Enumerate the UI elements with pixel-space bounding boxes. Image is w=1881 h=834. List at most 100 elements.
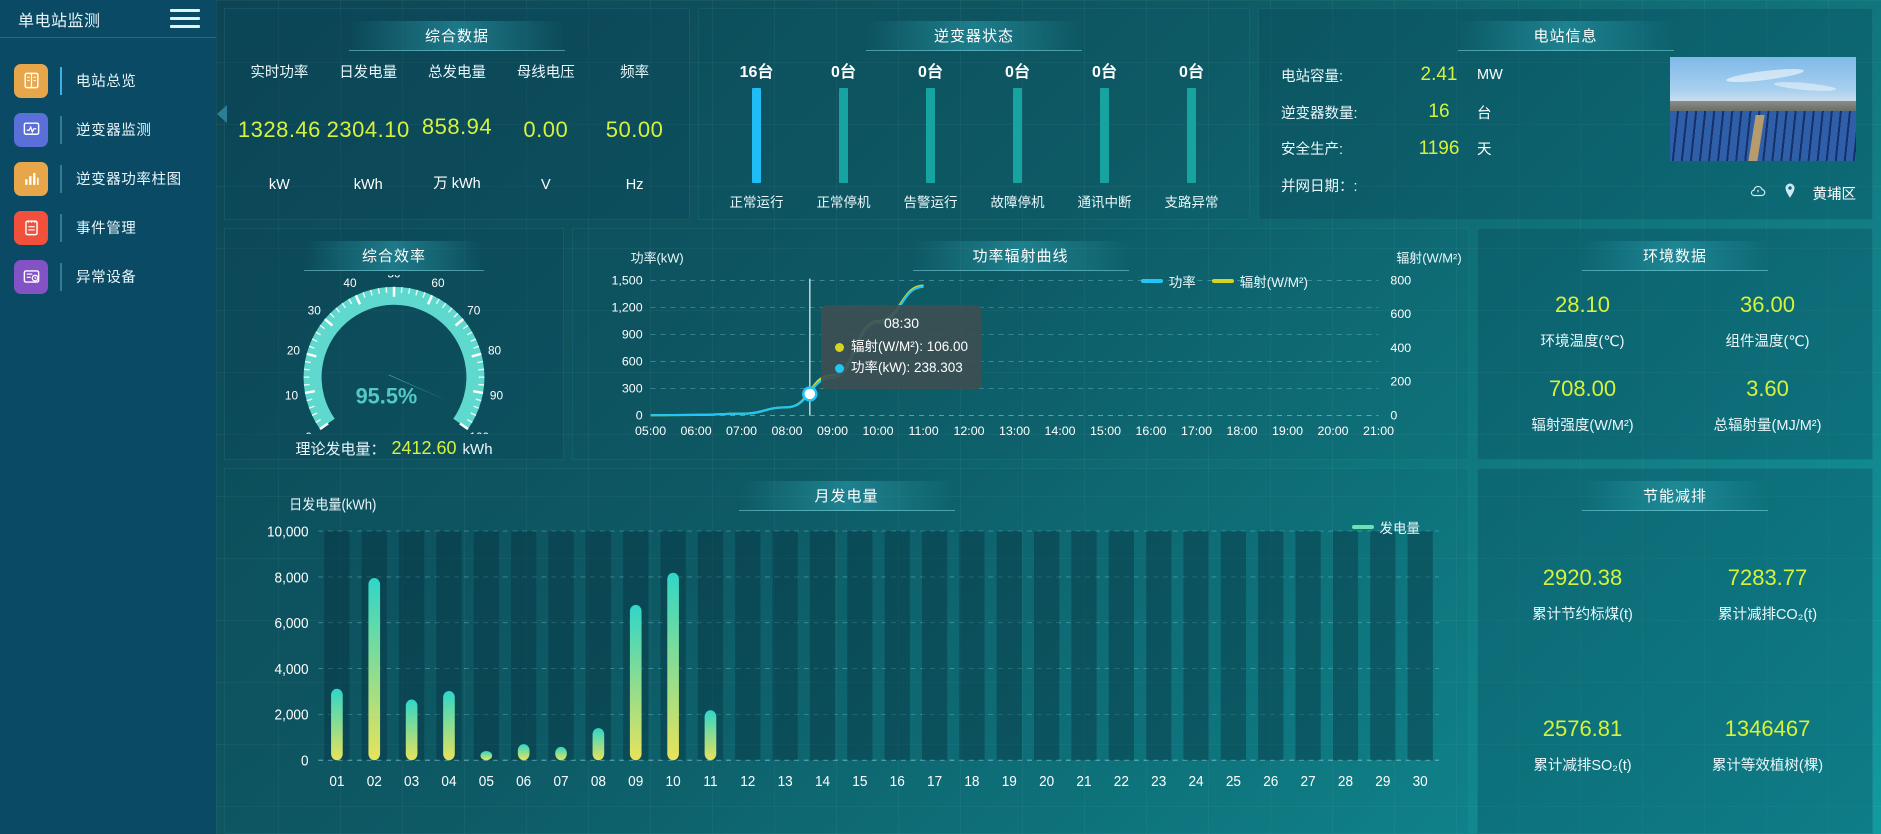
station-info-panel: 电站信息 电站容量: 2.41 MW 逆变器数量: 16 台安全生产: 1196 天并网日期：…: [1258, 8, 1873, 220]
svg-text:14:00: 14:00: [1044, 424, 1075, 438]
power-irradiance-chart[interactable]: 功率(kW) 辐射(W/M²) 0 300 600 900 1,200 1,500 0 200 40…: [573, 229, 1468, 459]
sidebar-item-1[interactable]: 电站总览: [0, 56, 216, 105]
power-legend-item-1[interactable]: 功率: [1140, 271, 1196, 291]
inverter-status-item-6[interactable]: 0台 支路异常: [1148, 53, 1235, 211]
sidebar-item-2[interactable]: 逆变器监测: [0, 105, 216, 154]
svg-text:10: 10: [285, 389, 299, 403]
monitor-icon: [14, 112, 48, 147]
svg-text:70: 70: [467, 304, 481, 318]
sidebar: 单电站监测 电站总览 逆变器监测 逆变器功率柱图 事件管理 异常设备: [0, 0, 216, 834]
svg-text:25: 25: [1226, 773, 1241, 790]
power-legend-item-2[interactable]: 辐射(W/M²): [1211, 271, 1308, 291]
eco-grid: 2920.38 累计节约标煤(t) 7283.77 累计减排CO₂(t) 2576.81…: [1478, 469, 1872, 833]
power-irradiance-chart-box: 功率 辐射(W/M²) 功率(kW) 辐射(W/M²) 0 300 600 900 1,200…: [573, 229, 1468, 459]
bar-chart-icon: [14, 161, 48, 196]
station-info-value: 16: [1428, 101, 1450, 123]
svg-text:600: 600: [622, 354, 643, 368]
tooltip-text: 辐射(W/M²): 106.00: [851, 338, 969, 354]
svg-text:800: 800: [1390, 274, 1411, 288]
sidebar-item-3[interactable]: 逆变器功率柱图: [0, 154, 216, 203]
svg-text:900: 900: [622, 327, 643, 341]
eco-cell-1: 2920.38 累计节约标煤(t): [1490, 565, 1675, 624]
eco-title: 节能减排: [1582, 481, 1768, 511]
station-info-unit: MW: [1477, 67, 1503, 84]
eco-label: 累计减排CO₂(t): [1717, 607, 1818, 623]
sidebar-item-label: 逆变器监测: [76, 123, 152, 139]
inverter-status-bar: [752, 88, 761, 183]
eco-cell-3: 2576.81 累计减排SO₂(t): [1490, 716, 1675, 775]
station-info-key: 并网日期：:: [1281, 178, 1358, 195]
inverter-status-item-2[interactable]: 0台正常停机: [800, 53, 887, 211]
svg-text:05:00: 05:00: [635, 424, 666, 438]
clipboard-icon: [14, 210, 48, 245]
metric-4: 母线电压 0.00 V: [501, 57, 590, 207]
svg-text:02: 02: [367, 773, 382, 790]
svg-text:09: 09: [628, 773, 643, 790]
svg-text:01: 01: [329, 773, 344, 790]
station-location-row: 黄埔区: [1749, 182, 1856, 211]
power-irradiance-title: 功率辐射曲线: [912, 241, 1129, 271]
svg-text:09:00: 09:00: [817, 424, 848, 438]
svg-text:20:00: 20:00: [1317, 424, 1348, 438]
svg-text:400: 400: [1390, 341, 1411, 355]
inverter-status-label: 故障停机: [990, 195, 1045, 210]
station-info-unit: 台: [1477, 105, 1492, 122]
eco-panel: 节能减排 2920.38 累计节约标煤(t) 7283.77 累计减排CO₂(t) 25…: [1477, 468, 1873, 834]
svg-text:0: 0: [1390, 408, 1397, 422]
comprehensive-data-panel: 综合数据 实时功率 1328.46 kW 日发电量 2304.10 kWh 总发电量 858.…: [217, 8, 690, 220]
hamburger-menu-icon[interactable]: [170, 8, 200, 30]
location-pin-icon: [1781, 182, 1799, 205]
tooltip-text: 功率(kW): 238.303: [851, 359, 963, 375]
station-info-row-4: 并网日期：:: [1281, 175, 1581, 196]
theoretical-output-value: 2412.60: [391, 438, 457, 458]
inverter-status-item-4[interactable]: 0台 故障停机: [974, 53, 1061, 211]
metric-value: 858.94: [421, 114, 493, 139]
inverter-status-bar: [926, 88, 935, 183]
svg-text:29: 29: [1375, 773, 1390, 790]
sidebar-nav: 电站总览逆变器监测逆变器功率柱图事件管理异常设备: [0, 38, 216, 301]
main-content: 综合数据 实时功率 1328.46 kW 日发电量 2304.10 kWh 总发电量 858.…: [216, 0, 1881, 834]
station-info-key: 电站容量:: [1281, 68, 1344, 85]
svg-text:20: 20: [1039, 773, 1054, 790]
svg-text:14: 14: [815, 773, 830, 790]
svg-text:0: 0: [636, 408, 643, 422]
eco-label: 累计节约标煤(t): [1532, 607, 1633, 623]
svg-text:18:00: 18:00: [1226, 424, 1257, 438]
svg-text:11: 11: [703, 773, 717, 790]
row-bottom: 月发电量 发电量 日发电量(kWh) 0 2,000 4,000 6,000 8,000 1…: [224, 468, 1873, 834]
metric-3: 总发电量 858.94 万 kWh: [413, 57, 502, 207]
svg-text:04: 04: [441, 773, 456, 790]
row-top: 综合数据 实时功率 1328.46 kW 日发电量 2304.10 kWh 总发电量 858.…: [217, 8, 1873, 220]
legend-label: 功率: [1168, 275, 1196, 290]
inverter-status-item-3[interactable]: 0台 告警运行: [887, 53, 974, 211]
svg-text:0: 0: [305, 430, 312, 434]
inverter-status-label: 正常停机: [816, 195, 871, 210]
inverter-status-item-5[interactable]: 0台 通讯中断: [1061, 53, 1148, 211]
inverter-status-item-1[interactable]: 16台 正常运行: [713, 53, 800, 211]
metric-value: 1328.46: [237, 116, 321, 142]
station-info-body: 电站容量: 2.41 MW 逆变器数量: 16 台安全生产: 1196 天并网日期：:: [1259, 9, 1872, 219]
environment-label: 组件温度(℃): [1725, 333, 1810, 350]
svg-text:12: 12: [740, 773, 755, 790]
svg-text:功率(kW): 功率(kW): [631, 251, 684, 266]
collapse-left-arrow-icon[interactable]: [217, 105, 227, 123]
svg-text:600: 600: [1390, 307, 1411, 321]
sidebar-item-5[interactable]: 异常设备: [0, 252, 216, 301]
environment-value: 28.10: [1554, 291, 1611, 317]
svg-text:日发电量(kWh): 日发电量(kWh): [289, 497, 376, 513]
svg-text:16:00: 16:00: [1135, 424, 1166, 438]
environment-title: 环境数据: [1582, 241, 1768, 271]
eco-label: 累计减排SO₂(t): [1533, 758, 1632, 774]
monthly-legend-item-1[interactable]: 发电量: [1351, 517, 1420, 537]
sidebar-item-label: 事件管理: [76, 221, 137, 237]
inverter-status-count: 0台: [831, 64, 856, 81]
inverter-status-count: 16台: [739, 64, 774, 81]
metric-value: 2304.10: [326, 116, 410, 142]
monthly-generation-chart[interactable]: 日发电量(kWh) 0 2,000 4,000 6,000 8,000 10,000 01 02…: [225, 469, 1468, 833]
inverter-status-panel: 逆变器状态 16台 正常运行 0台 正常停机 0台 告警运行 0台 故障停机 0台 通讯中断 0台支…: [698, 8, 1250, 220]
svg-text:24: 24: [1189, 773, 1204, 790]
metric-list: 实时功率 1328.46 kW 日发电量 2304.10 kWh 总发电量 858.94 万 k…: [225, 9, 689, 219]
sidebar-item-4[interactable]: 事件管理: [0, 203, 216, 252]
tooltip-row-2: 功率(kW): 238.303: [835, 358, 968, 379]
svg-text:200: 200: [1390, 375, 1411, 389]
